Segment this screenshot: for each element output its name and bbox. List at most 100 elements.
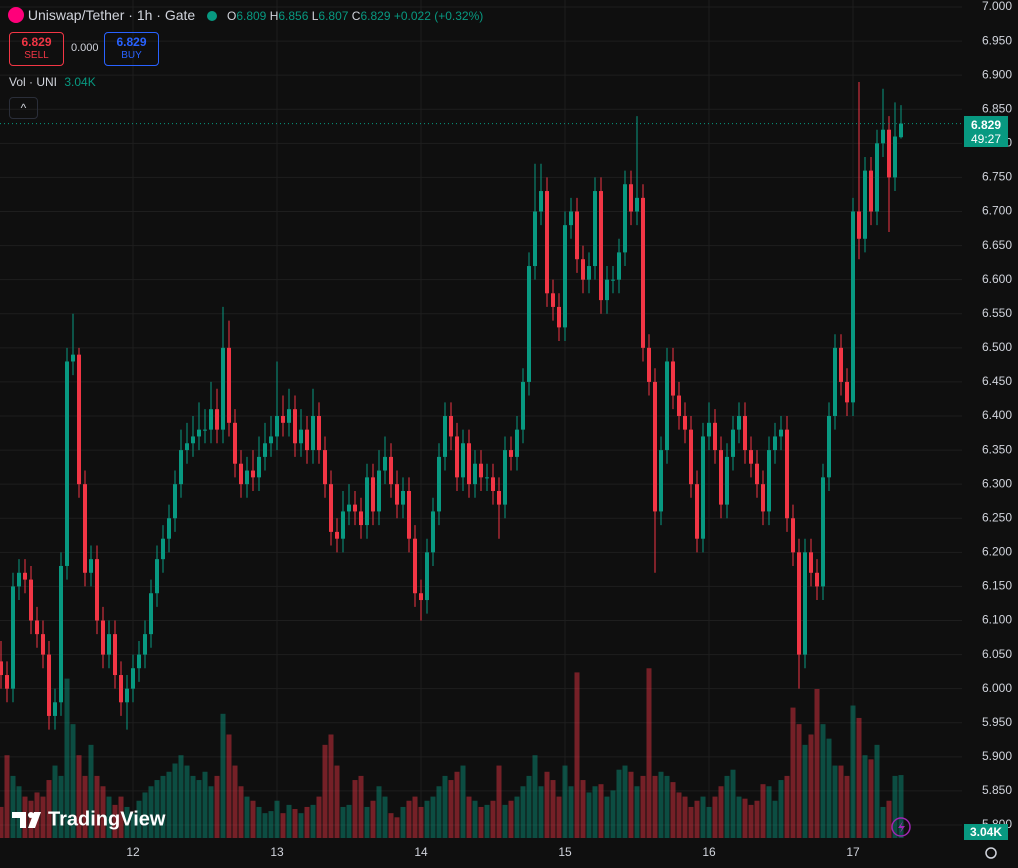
candle-body: [437, 456, 441, 512]
volume-bar: [118, 796, 124, 838]
sell-button[interactable]: 6.829 SELL: [9, 32, 64, 66]
y-tick-label: 6.650: [982, 238, 1012, 252]
volume-bar: [892, 775, 898, 838]
volume-bar: [166, 771, 172, 838]
volume-bar: [772, 800, 778, 838]
candle-body: [539, 191, 543, 212]
buy-button[interactable]: 6.829 BUY: [104, 32, 159, 66]
volume-bar: [310, 804, 316, 838]
candle-body: [893, 136, 897, 178]
candle-body: [251, 470, 255, 478]
candle-body: [575, 211, 579, 260]
volume-bar: [364, 806, 370, 838]
volume-bar: [304, 806, 310, 838]
y-tick-label: 6.050: [982, 647, 1012, 661]
candle-body: [725, 456, 729, 505]
volume-bar: [838, 765, 844, 838]
candle-body: [377, 470, 381, 512]
candle-body: [353, 504, 357, 512]
candle-body: [425, 552, 429, 601]
candle-body: [29, 579, 33, 621]
candle-body: [869, 170, 873, 212]
candle-body: [881, 129, 885, 144]
candle-body: [641, 197, 645, 348]
candle-body: [491, 477, 495, 491]
symbol-title: Uniswap/Tether · 1h · Gate: [27, 7, 196, 23]
candle-body: [227, 347, 231, 423]
candle-body: [797, 552, 801, 655]
volume-bar: [208, 786, 214, 838]
candle-body: [161, 538, 165, 560]
volume-bar: [586, 792, 592, 838]
candle-body: [257, 456, 261, 478]
volume-bar: [568, 786, 574, 838]
symbol-logo: [8, 7, 24, 23]
settings-icon[interactable]: [985, 847, 997, 859]
volume-bar: [28, 800, 34, 838]
collapse-button[interactable]: ^: [9, 97, 38, 119]
candle-body: [41, 634, 45, 655]
ohlc-label: C: [351, 9, 361, 23]
candle-body: [899, 123, 903, 138]
candle-body: [851, 211, 855, 403]
candle-body: [617, 252, 621, 280]
volume-bar: [268, 811, 274, 838]
lightning-icon[interactable]: [891, 817, 911, 837]
volume-bar: [598, 784, 604, 838]
volume-bar: [742, 798, 748, 838]
volume-bar: [154, 780, 160, 838]
y-tick-label: 7.000: [982, 0, 1012, 13]
volume-bar: [754, 800, 760, 838]
candle-body: [839, 347, 843, 382]
volume-bar: [70, 724, 76, 838]
volume-bar: [532, 755, 538, 838]
ohlc-value: 6.807: [318, 9, 349, 23]
volume-bar: [886, 800, 892, 838]
candle-body: [317, 416, 321, 451]
watermark: TradingView: [48, 808, 166, 830]
candle-body: [527, 266, 531, 382]
volume-bar: [340, 806, 346, 838]
candle-body: [689, 429, 693, 485]
y-tick-label: 6.850: [982, 101, 1012, 115]
candle-body: [821, 477, 825, 587]
candle-body: [569, 211, 573, 226]
x-tick-label: 15: [558, 845, 572, 859]
volume-bar: [40, 796, 46, 838]
candle-body: [383, 456, 387, 471]
volume-bar: [82, 775, 88, 838]
y-tick-label: 6.450: [982, 374, 1012, 388]
volume-bar: [784, 775, 790, 838]
candle-body: [479, 463, 483, 478]
candle-body: [779, 429, 783, 437]
buy-price: 6.829: [116, 35, 147, 49]
volume-bar: [694, 800, 700, 838]
candle-body: [743, 416, 747, 451]
candle-body: [503, 450, 507, 505]
volume-bar: [388, 813, 394, 838]
volume-bar: [190, 775, 196, 838]
volume-bar: [64, 678, 70, 838]
volume-bar: [256, 806, 262, 838]
volume-bar: [472, 800, 478, 838]
candle-body: [245, 470, 249, 485]
candle-body: [605, 279, 609, 301]
change: +0.022 (+0.32%): [393, 9, 484, 23]
candle-body: [107, 634, 111, 655]
volume-bar: [730, 769, 736, 838]
volume-bar: [142, 792, 148, 838]
volume-bar: [622, 765, 628, 838]
candle-body: [23, 572, 27, 580]
volume-bar: [214, 775, 220, 838]
candle-body: [11, 586, 15, 689]
countdown: 49:27: [970, 132, 1002, 146]
candle-body: [647, 347, 651, 382]
candle-body: [857, 211, 861, 239]
volume-bar: [778, 780, 784, 838]
volume-bar: [658, 771, 664, 838]
candle-body: [371, 477, 375, 512]
volume-bar: [688, 806, 694, 838]
volume-bar: [106, 796, 112, 838]
volume-bar: [448, 780, 454, 838]
candle-body: [335, 531, 339, 539]
